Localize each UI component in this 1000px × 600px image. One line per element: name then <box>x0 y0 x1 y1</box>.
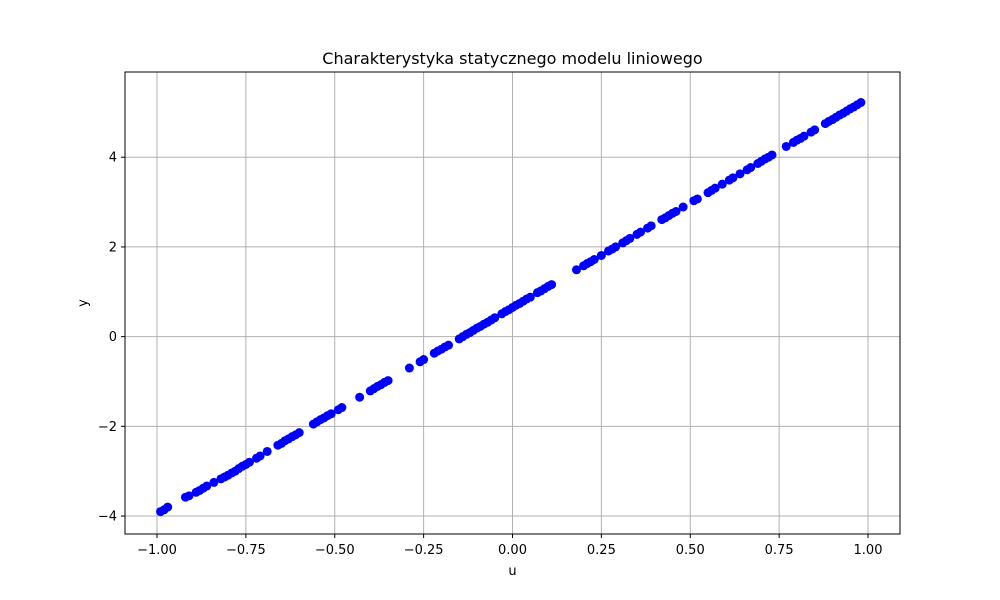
x-tick-label: −0.50 <box>315 543 355 558</box>
data-point <box>728 173 738 183</box>
chart-title: Charakterystyka statycznego modelu linio… <box>322 49 702 68</box>
data-point <box>671 206 681 216</box>
data-point <box>202 481 212 491</box>
data-point <box>810 125 820 135</box>
data-point <box>717 179 727 189</box>
x-axis-label: u <box>508 564 516 579</box>
axis-ticks: −1.00 −0.75 −0.50 −0.25 0.00 0.25 0.50 0.75 1.00… <box>98 151 883 558</box>
data-point <box>646 221 656 231</box>
x-tick-label: 0.25 <box>587 543 616 558</box>
data-point <box>767 150 777 160</box>
data-point <box>209 477 219 487</box>
y-tick-label: −4 <box>98 510 117 525</box>
data-point <box>525 292 535 302</box>
x-tick-label: −0.25 <box>404 543 444 558</box>
data-point <box>255 451 265 461</box>
data-point <box>244 457 254 467</box>
data-points <box>156 98 866 517</box>
data-point <box>781 141 791 151</box>
y-tick-label: −2 <box>98 420 117 435</box>
data-point <box>184 491 194 501</box>
data-point <box>444 340 454 350</box>
data-point <box>746 163 756 173</box>
data-point <box>856 98 866 108</box>
data-point <box>735 169 745 179</box>
data-point <box>710 183 720 193</box>
y-tick-label: 2 <box>109 240 117 255</box>
data-point <box>355 392 365 402</box>
data-point <box>799 131 809 141</box>
data-point <box>571 265 581 275</box>
x-tick-label: 0.00 <box>498 543 527 558</box>
data-point <box>547 280 557 290</box>
data-point <box>596 250 606 260</box>
data-point <box>262 446 272 456</box>
data-point <box>404 363 414 373</box>
data-point <box>163 502 173 512</box>
data-point <box>635 227 645 237</box>
x-tick-label: 0.50 <box>676 543 705 558</box>
data-point <box>678 202 688 212</box>
data-point <box>294 428 304 438</box>
data-point <box>490 313 500 323</box>
data-point <box>383 376 393 386</box>
y-tick-label: 4 <box>109 151 117 166</box>
y-tick-label: 0 <box>109 330 117 345</box>
data-point <box>589 254 599 264</box>
data-point <box>419 355 429 365</box>
x-tick-label: −1.00 <box>137 543 177 558</box>
data-point <box>337 403 347 413</box>
data-point <box>625 233 635 243</box>
x-tick-label: −0.75 <box>226 543 266 558</box>
y-axis-label: y <box>76 299 91 307</box>
data-point <box>692 194 702 204</box>
x-tick-label: 1.00 <box>854 543 883 558</box>
x-tick-label: 0.75 <box>765 543 794 558</box>
data-point <box>611 242 621 252</box>
data-point <box>326 409 336 419</box>
